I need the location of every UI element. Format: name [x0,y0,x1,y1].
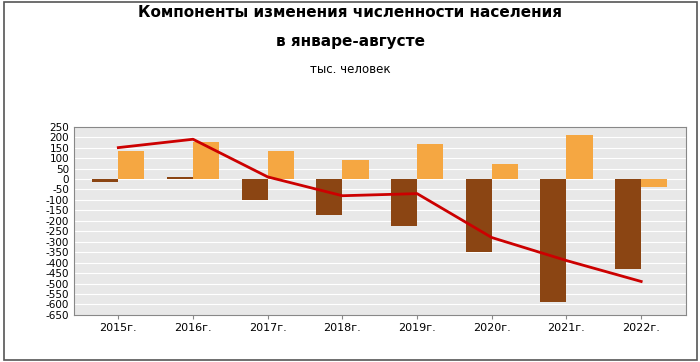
Общий прирост, убыль (-) [413,191,421,196]
Bar [566,135,593,179]
Bar [492,164,518,179]
Общий прирост, убыль (-) [114,146,122,150]
Bar [466,179,492,252]
Bar [167,177,193,179]
Общий прирост, убыль (-) [338,194,346,198]
Общий прирост, убыль (-) [263,175,272,179]
Общий прирост, убыль (-) [189,137,197,142]
Bar [193,142,219,179]
Bar [316,179,342,215]
Общий прирост, убыль (-) [562,258,570,263]
Line: Общий прирост, убыль (-): Общий прирост, убыль (-) [118,139,641,282]
Bar [267,151,294,179]
Bar [118,151,144,179]
Bar [540,179,566,302]
Text: тыс. человек: тыс. человек [309,63,391,76]
Bar [391,179,417,226]
Bar [92,179,118,182]
Bar [342,160,368,179]
Bar [641,179,667,188]
Text: Компоненты изменения численности населения: Компоненты изменения численности населен… [138,5,562,20]
Общий прирост, убыль (-) [488,235,496,240]
Bar [615,179,641,269]
Text: в январе-августе: в январе-августе [276,34,424,49]
Bar [417,144,443,179]
Общий прирост, убыль (-) [637,279,645,284]
Bar [241,179,267,200]
